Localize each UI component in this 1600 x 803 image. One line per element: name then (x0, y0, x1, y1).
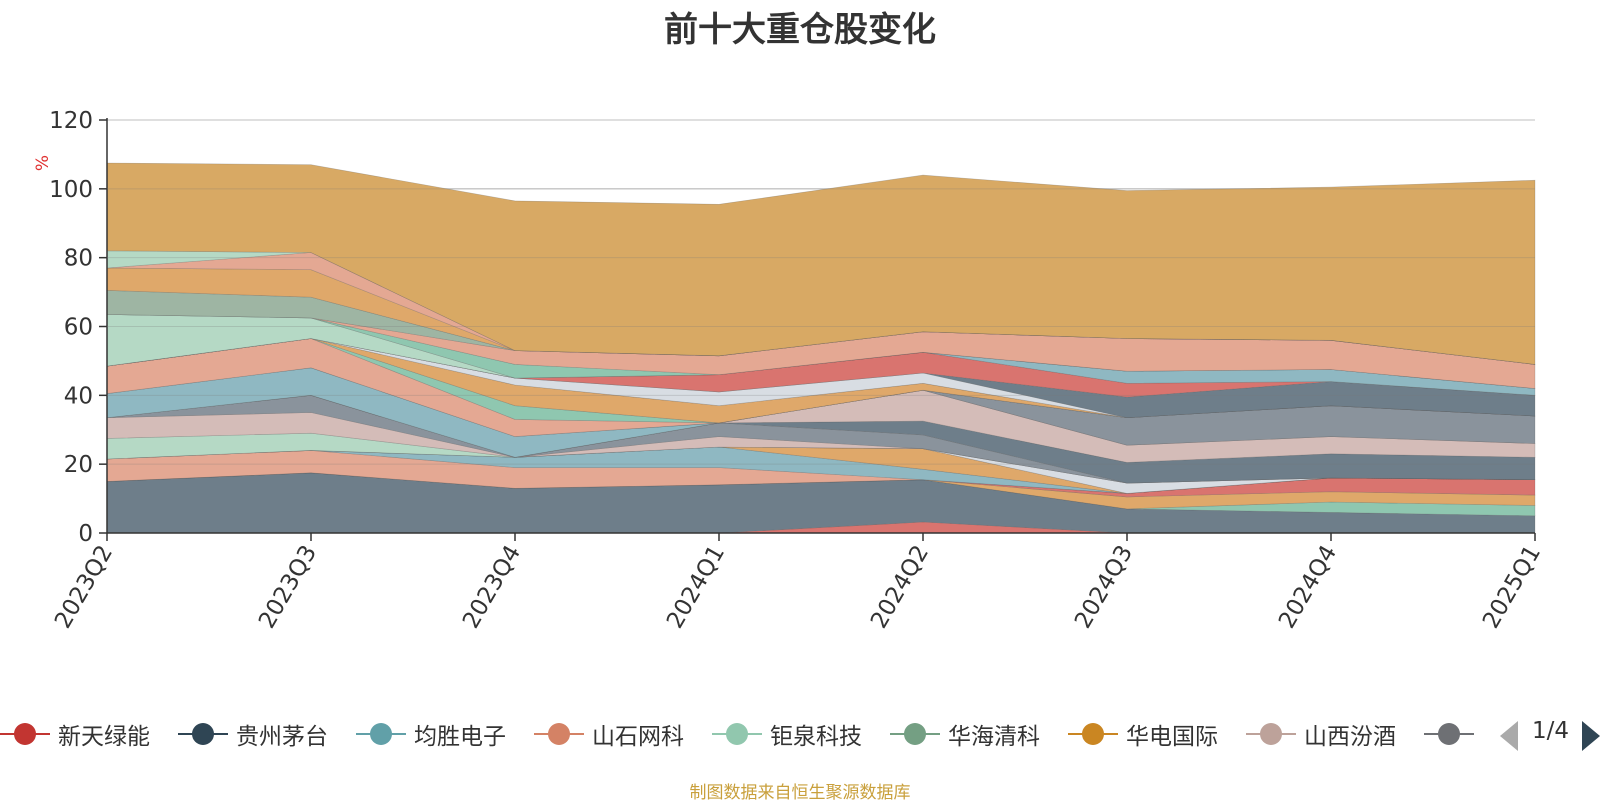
legend-pager: 1/4 (1500, 716, 1600, 756)
legend-item-label: 均胜电子 (414, 724, 506, 750)
legend-marker-icon (534, 723, 584, 745)
legend-item[interactable]: 钜泉科技 (712, 714, 862, 754)
legend-next-page-icon[interactable] (1582, 721, 1600, 751)
x-tick-label: 2024Q2 (866, 541, 934, 633)
legend-item[interactable]: 华电国际 (1068, 714, 1218, 754)
legend-item[interactable]: 贵州茅台 (178, 714, 328, 754)
legend-item-label: 贵州茅台 (236, 724, 328, 750)
area-bands (106, 162, 1536, 534)
legend-marker-icon (178, 723, 228, 745)
legend-item[interactable]: 均胜电子 (356, 714, 506, 754)
legend-items: 新天绿能 贵州茅台 均胜电子 山石网科 钜泉科技 华海清科 华电国际 山西汾酒 泸州老窖 (0, 714, 1478, 754)
legend: 新天绿能 贵州茅台 均胜电子 山石网科 钜泉科技 华海清科 华电国际 山西汾酒 泸州老窖 (0, 714, 1600, 754)
area-band (106, 314, 1536, 389)
legend-prev-page-icon[interactable] (1500, 721, 1518, 751)
legend-item[interactable]: 山西汾酒 (1246, 714, 1396, 754)
legend-marker-icon (1068, 723, 1118, 745)
legend-page-indicator: 1/4 (1532, 718, 1570, 744)
x-tick-label: 2024Q3 (1070, 541, 1138, 633)
area-band (106, 162, 1536, 365)
legend-item-label: 山西汾酒 (1304, 724, 1396, 750)
x-tick-label: 2024Q4 (1274, 541, 1342, 633)
legend-marker-icon (1424, 723, 1474, 745)
legend-item-label: 华海清科 (948, 724, 1040, 750)
area-band (106, 290, 1536, 365)
chart-title: 前十大重仓股变化 (664, 10, 936, 50)
legend-marker-icon (0, 723, 50, 745)
stacked-area-chart: 0 20 40 60 80 100 120 2023Q2 2023Q3 2023Q4 2024Q1 2… (33, 108, 1546, 633)
legend-marker-icon (1246, 723, 1296, 745)
x-tick-label: 2023Q4 (458, 541, 526, 633)
y-tick-label: 80 (64, 246, 93, 272)
legend-item-label: 新天绿能 (58, 724, 150, 750)
y-tick-label: 120 (49, 108, 93, 134)
legend-item[interactable]: 新天绿能 (0, 714, 150, 754)
y-tick-label: 20 (64, 452, 93, 478)
legend-item-label: 钜泉科技 (770, 724, 862, 750)
legend-item[interactable]: 泸州老窖 (1424, 714, 1478, 754)
source-note: 制图数据来自恒生聚源数据库 (689, 783, 911, 803)
y-tick-label: 60 (64, 315, 93, 341)
legend-item[interactable]: 华海清科 (890, 714, 1040, 754)
y-tick-label: 40 (64, 383, 93, 409)
y-axis-unit-label: % (33, 155, 53, 171)
area-band (106, 267, 1536, 365)
legend-marker-icon (712, 723, 762, 745)
legend-marker-icon (356, 723, 406, 745)
area-band (106, 394, 1536, 484)
x-tick-label: 2024Q1 (662, 541, 730, 633)
legend-item[interactable]: 山石网科 (534, 714, 684, 754)
y-tick-label: 0 (78, 521, 93, 547)
legend-item-label: 山石网科 (592, 724, 684, 750)
x-tick-label: 2025Q1 (1478, 541, 1546, 633)
y-tick-label: 100 (49, 177, 93, 203)
legend-marker-icon (890, 723, 940, 745)
x-tick-label: 2023Q3 (254, 541, 322, 633)
legend-item-label: 华电国际 (1126, 724, 1218, 750)
x-tick-label: 2023Q2 (50, 541, 118, 633)
area-band (106, 389, 1536, 463)
